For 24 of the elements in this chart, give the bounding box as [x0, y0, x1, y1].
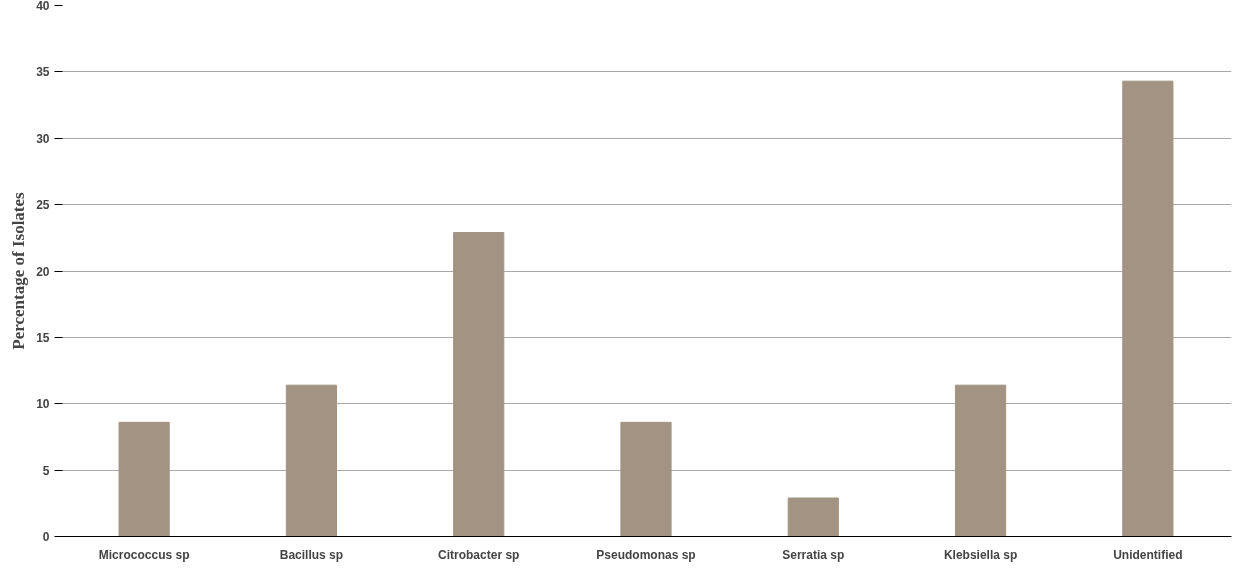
y-axis-title: Percentage of Isolates — [9, 191, 29, 350]
y-tick-label: 35 — [36, 65, 50, 80]
x-tick-label: Unidentified — [1113, 547, 1183, 562]
bar — [1122, 80, 1174, 537]
x-tick-label: Klebsiella sp — [943, 547, 1018, 562]
x-tick-label: Pseudomonas sp — [596, 547, 696, 562]
bar — [787, 497, 839, 537]
y-tick-label: 40 — [36, 0, 50, 13]
bar — [620, 421, 672, 537]
x-tick-label: Citrobacter sp — [438, 547, 520, 562]
y-tick-label: 25 — [36, 198, 50, 213]
bar — [285, 384, 338, 537]
bar — [118, 421, 170, 537]
y-tick-label: 5 — [42, 463, 50, 478]
x-tick-label: Bacillus sp — [279, 547, 344, 562]
y-tick-label: 20 — [36, 264, 50, 279]
x-tick-label: Serratia sp — [782, 547, 845, 562]
y-tick-label: 10 — [36, 397, 50, 412]
y-tick-label: 30 — [36, 131, 50, 146]
bar — [954, 384, 1007, 537]
x-tick-label: Micrococcus sp — [98, 547, 190, 562]
y-tick-label: 15 — [36, 330, 50, 345]
bar — [453, 232, 505, 537]
y-tick-label: 0 — [42, 530, 50, 544]
